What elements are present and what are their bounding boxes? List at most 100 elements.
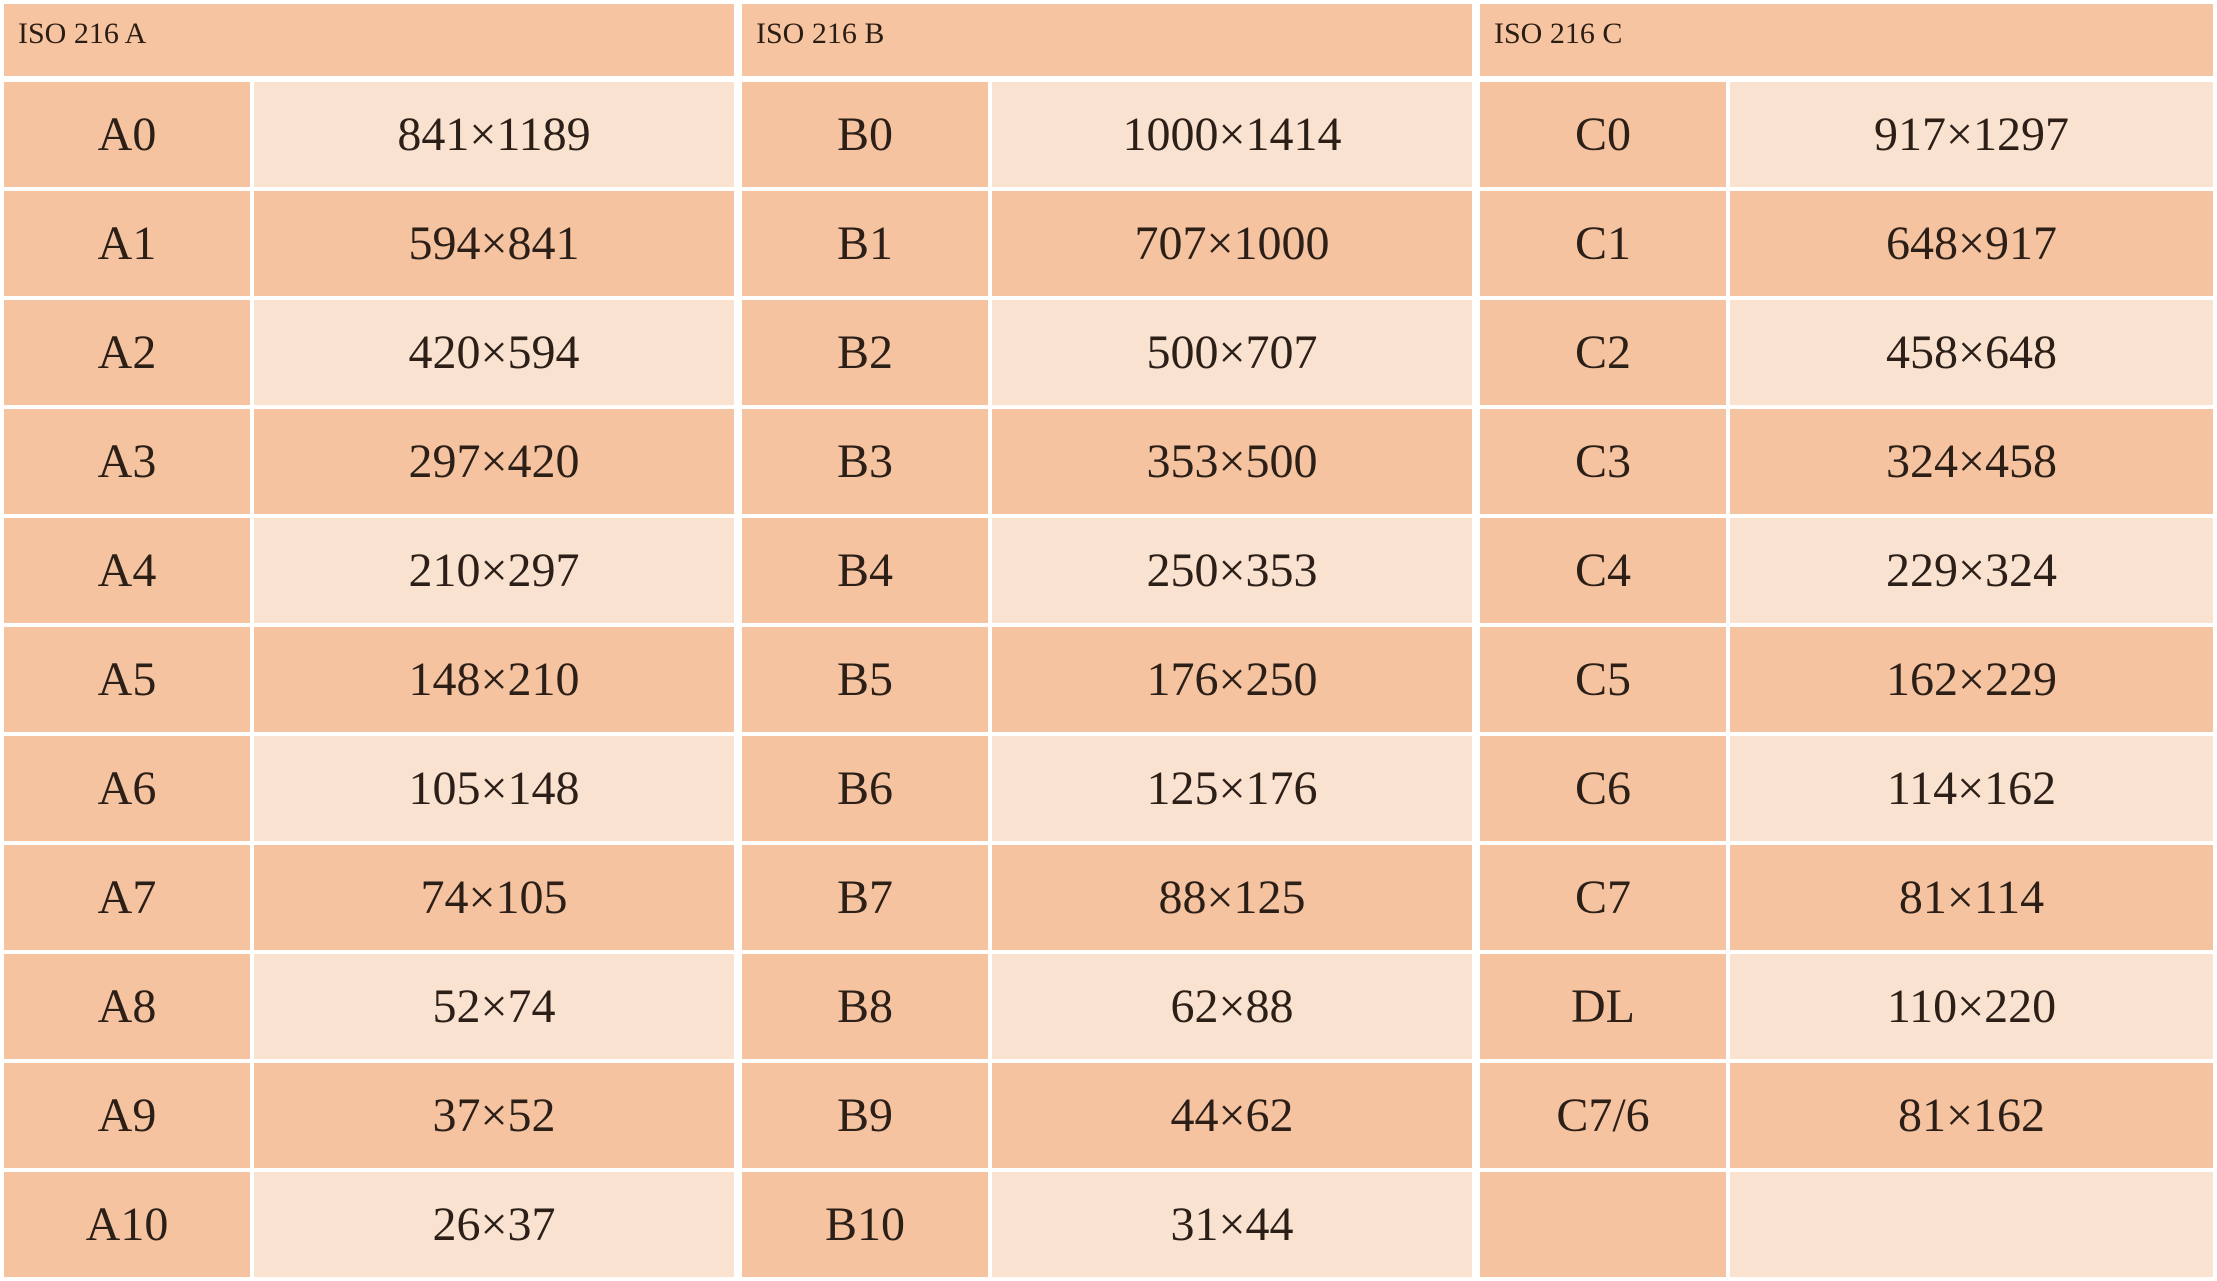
section-rows: B0 1000×1414 B1 707×1000 B2 500×707 B3 353×500 B… [742, 82, 1472, 1281]
size-dimensions-cell: 297×420 [254, 409, 734, 514]
size-dimensions-cell: 353×500 [992, 409, 1472, 514]
table-row: C6 114×162 [1480, 736, 2213, 841]
section-rows: C0 917×1297 C1 648×917 C2 458×648 C3 324×458 C4 2… [1480, 82, 2213, 1281]
table-row: B7 88×125 [742, 845, 1472, 950]
size-dimensions-cell: 31×44 [992, 1172, 1472, 1277]
size-dimensions-cell: 594×841 [254, 191, 734, 296]
size-dimensions-cell: 841×1189 [254, 82, 734, 187]
table-row: A2 420×594 [4, 300, 734, 405]
size-name-cell: B1 [742, 191, 988, 296]
table-row: C4 229×324 [1480, 518, 2213, 623]
size-name-cell: A5 [4, 627, 250, 732]
section-header: ISO 216 B [742, 4, 1472, 76]
table-row: DL 110×220 [1480, 954, 2213, 1059]
size-dimensions-cell: 110×220 [1730, 954, 2213, 1059]
size-name-cell: A0 [4, 82, 250, 187]
size-dimensions-cell: 229×324 [1730, 518, 2213, 623]
section-header: ISO 216 C [1480, 4, 2213, 76]
table-row: A3 297×420 [4, 409, 734, 514]
table-row: B0 1000×1414 [742, 82, 1472, 187]
size-dimensions-cell: 88×125 [992, 845, 1472, 950]
size-name-cell: A4 [4, 518, 250, 623]
table-row: A10 26×37 [4, 1172, 734, 1277]
size-name-cell: C6 [1480, 736, 1726, 841]
size-name-cell: B6 [742, 736, 988, 841]
section-header: ISO 216 A [4, 4, 734, 76]
table-row: A0 841×1189 [4, 82, 734, 187]
size-name-cell: B4 [742, 518, 988, 623]
size-name-cell: A1 [4, 191, 250, 296]
size-dimensions-cell: 176×250 [992, 627, 1472, 732]
table-row: B5 176×250 [742, 627, 1472, 732]
size-name-cell: A6 [4, 736, 250, 841]
table-row: C7 81×114 [1480, 845, 2213, 950]
size-dimensions-cell: 162×229 [1730, 627, 2213, 732]
size-name-cell: B8 [742, 954, 988, 1059]
table-row: B6 125×176 [742, 736, 1472, 841]
size-name-cell: A3 [4, 409, 250, 514]
size-name-cell: B5 [742, 627, 988, 732]
size-name-cell: B0 [742, 82, 988, 187]
size-dimensions-cell: 81×114 [1730, 845, 2213, 950]
table-row: B10 31×44 [742, 1172, 1472, 1277]
size-dimensions-cell: 114×162 [1730, 736, 2213, 841]
size-dimensions-cell: 52×74 [254, 954, 734, 1059]
size-dimensions-cell: 420×594 [254, 300, 734, 405]
size-name-cell: A10 [4, 1172, 250, 1277]
size-dimensions-cell: 81×162 [1730, 1063, 2213, 1168]
size-name-cell: C0 [1480, 82, 1726, 187]
size-name-cell: C4 [1480, 518, 1726, 623]
size-dimensions-cell: 500×707 [992, 300, 1472, 405]
size-dimensions-cell: 1000×1414 [992, 82, 1472, 187]
table-row: A4 210×297 [4, 518, 734, 623]
size-name-cell [1480, 1172, 1726, 1277]
size-dimensions-cell: 148×210 [254, 627, 734, 732]
section-iso-216-a: ISO 216 A A0 841×1189 A1 594×841 A2 420×594 A3… [4, 4, 734, 1277]
size-dimensions-cell: 105×148 [254, 736, 734, 841]
table-row: B4 250×353 [742, 518, 1472, 623]
section-iso-216-c: ISO 216 C C0 917×1297 C1 648×917 C2 458×648 C3… [1480, 4, 2213, 1277]
size-dimensions-cell: 250×353 [992, 518, 1472, 623]
table-row: C0 917×1297 [1480, 82, 2213, 187]
size-name-cell: C1 [1480, 191, 1726, 296]
size-name-cell: A7 [4, 845, 250, 950]
size-name-cell: B2 [742, 300, 988, 405]
size-dimensions-cell: 37×52 [254, 1063, 734, 1168]
size-dimensions-cell [1730, 1172, 2213, 1277]
size-name-cell: B3 [742, 409, 988, 514]
size-dimensions-cell: 210×297 [254, 518, 734, 623]
size-name-cell: A8 [4, 954, 250, 1059]
size-name-cell: B10 [742, 1172, 988, 1277]
table-row: A9 37×52 [4, 1063, 734, 1168]
size-name-cell: C7/6 [1480, 1063, 1726, 1168]
table-row: A8 52×74 [4, 954, 734, 1059]
size-name-cell: C3 [1480, 409, 1726, 514]
size-name-cell: B7 [742, 845, 988, 950]
size-name-cell: B9 [742, 1063, 988, 1168]
section-rows: A0 841×1189 A1 594×841 A2 420×594 A3 297×420 A4 2… [4, 82, 734, 1281]
table-row: B2 500×707 [742, 300, 1472, 405]
size-dimensions-cell: 707×1000 [992, 191, 1472, 296]
table-row: C5 162×229 [1480, 627, 2213, 732]
size-dimensions-cell: 62×88 [992, 954, 1472, 1059]
size-name-cell: C7 [1480, 845, 1726, 950]
size-dimensions-cell: 324×458 [1730, 409, 2213, 514]
size-dimensions-cell: 648×917 [1730, 191, 2213, 296]
table-row: C1 648×917 [1480, 191, 2213, 296]
size-name-cell: C2 [1480, 300, 1726, 405]
size-dimensions-cell: 44×62 [992, 1063, 1472, 1168]
table-row: A7 74×105 [4, 845, 734, 950]
table-row: A1 594×841 [4, 191, 734, 296]
table-row: C2 458×648 [1480, 300, 2213, 405]
size-name-cell: A9 [4, 1063, 250, 1168]
table-row: A6 105×148 [4, 736, 734, 841]
size-dimensions-cell: 26×37 [254, 1172, 734, 1277]
table-row [1480, 1172, 2213, 1277]
size-name-cell: DL [1480, 954, 1726, 1059]
table-row: B9 44×62 [742, 1063, 1472, 1168]
size-dimensions-cell: 74×105 [254, 845, 734, 950]
size-name-cell: C5 [1480, 627, 1726, 732]
size-name-cell: A2 [4, 300, 250, 405]
table-row: B8 62×88 [742, 954, 1472, 1059]
